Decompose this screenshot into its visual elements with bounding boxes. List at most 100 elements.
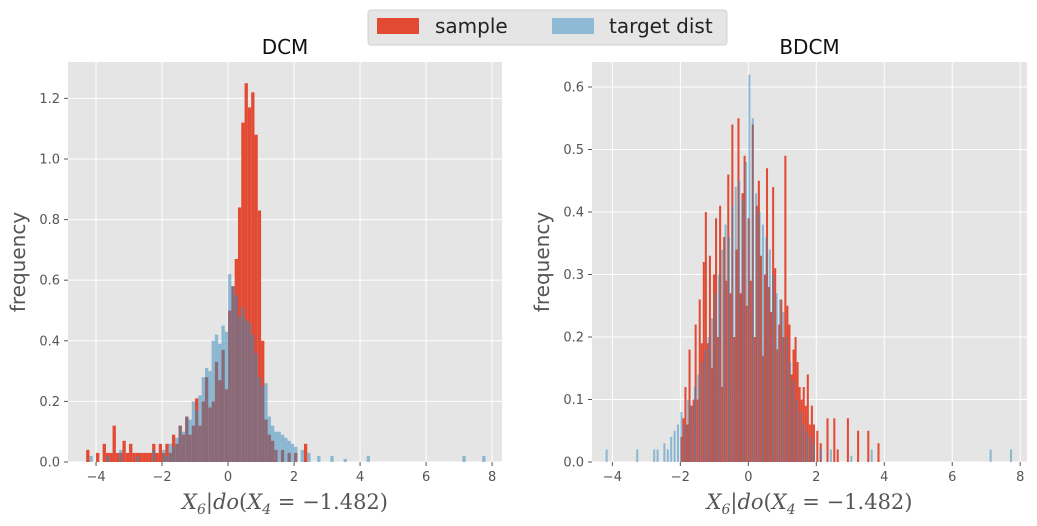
x-tick-label: 2 [812,470,820,485]
target-dist-bar [237,316,242,462]
target-dist-bar [119,449,123,462]
sample-bar [877,443,880,462]
target-dist-bar [195,410,199,462]
sample-bar [763,274,766,462]
y-tick-label: 0.4 [563,206,584,221]
target-dist-bar [717,274,720,462]
target-dist-bar [165,455,169,462]
x-axis-label-bdcm: X6|do(X4 = −1.482) [705,490,913,518]
target-dist-bar [1010,449,1013,462]
sample-bar [138,452,143,462]
sample-bar [804,405,807,462]
y-tick-label: 0.0 [39,456,60,471]
target-dist-bar [683,424,686,462]
sample-bar [165,443,169,462]
x-tick-label: −4 [86,470,105,485]
sample-bar [800,399,803,462]
target-dist-bar [809,437,812,462]
target-dist-bar [294,446,298,462]
sample-bar [247,107,252,462]
x-tick-label: −4 [603,470,622,485]
target-dist-bar [270,425,275,462]
x-tick-label: 0 [744,470,752,485]
target-dist-bar [330,455,334,462]
target-dist-bar [267,416,271,462]
legend-label-sample: sample [435,14,508,38]
chart-title-bdcm: BDCM [779,35,839,59]
target-dist-bar [670,437,673,462]
target-dist-bar [772,274,775,462]
target-dist-bar [755,193,758,462]
x-tick-label: 4 [880,470,888,485]
sample-bar [753,337,756,462]
sample-bar [257,210,262,462]
target-dist-bar [693,387,696,462]
target-dist-bar [850,455,853,462]
x-tick-label: 6 [948,470,956,485]
target-dist-bar [676,424,679,462]
legend-frame [367,9,728,46]
target-dist-bar [366,455,370,462]
target-dist-bar [673,430,676,462]
sample-bar [846,418,849,462]
sample-bar [155,452,159,462]
target-dist-bar [287,440,291,462]
x-tick-label: 4 [356,470,364,485]
target-dist-bar [765,237,768,462]
y-axis-label-bdcm: frequency [530,212,554,312]
sample-bar [86,449,90,462]
target-dist-bar [152,449,156,462]
target-dist-bar [198,395,202,462]
target-dist-bar [482,455,486,462]
sample-bar [749,280,752,462]
y-tick-label: 0.4 [39,334,60,349]
plot-area-dcm [68,62,502,462]
target-dist-bar [317,455,321,462]
target-dist-bar [191,401,196,462]
sample-bar [712,274,716,462]
target-dist-bar [218,343,222,462]
sample-bar [145,452,149,462]
sample-bar [729,293,732,462]
target-dist-bar [785,337,788,462]
sample-bar [790,374,793,462]
target-dist-bar [707,337,710,462]
sample-bar [125,452,130,462]
sample-bar [702,262,705,462]
x-tick-label: 6 [422,470,430,485]
target-dist-bar [277,431,281,462]
target-dist-bar [162,449,166,462]
x-tick-label: 8 [1016,470,1024,485]
sample-bar [794,337,797,462]
target-dist-bar [795,399,798,462]
target-dist-bar [758,212,761,462]
target-dist-bar [214,334,219,462]
sample-bar [739,293,742,462]
y-tick-label: 0.1 [563,393,584,408]
x-tick-label: 0 [224,470,232,485]
sample-bar [132,452,136,462]
sample-bar [102,443,106,462]
target-dist-bar [257,377,262,462]
x-tick-label: 8 [488,470,496,485]
target-dist-bar [775,293,778,462]
target-dist-bar [727,237,730,462]
target-dist-bar [819,449,822,462]
plot-area-bdcm [592,62,1027,462]
target-dist-bar [234,295,238,462]
target-dist-bar [680,412,683,462]
target-dist-bar [247,322,252,462]
target-dist-bar [168,443,172,462]
target-dist-bar [181,431,186,462]
histogram-bars-dcm [86,83,486,463]
target-dist-bar [653,449,656,462]
chart-panel-dcm: −4 −2 0 2 4 6 8 0.0 0.2 0.4 0.6 0.8 1.0 1.2 DCM frequ… [6,35,502,518]
sample-bar [836,449,839,462]
sample-bar [733,337,736,462]
target-dist-bar [105,455,110,462]
target-dist-bar [812,443,815,462]
target-dist-bar [806,430,809,462]
sample-bar [704,212,707,462]
target-dist-bar [204,368,209,462]
target-dist-bar [284,437,288,462]
